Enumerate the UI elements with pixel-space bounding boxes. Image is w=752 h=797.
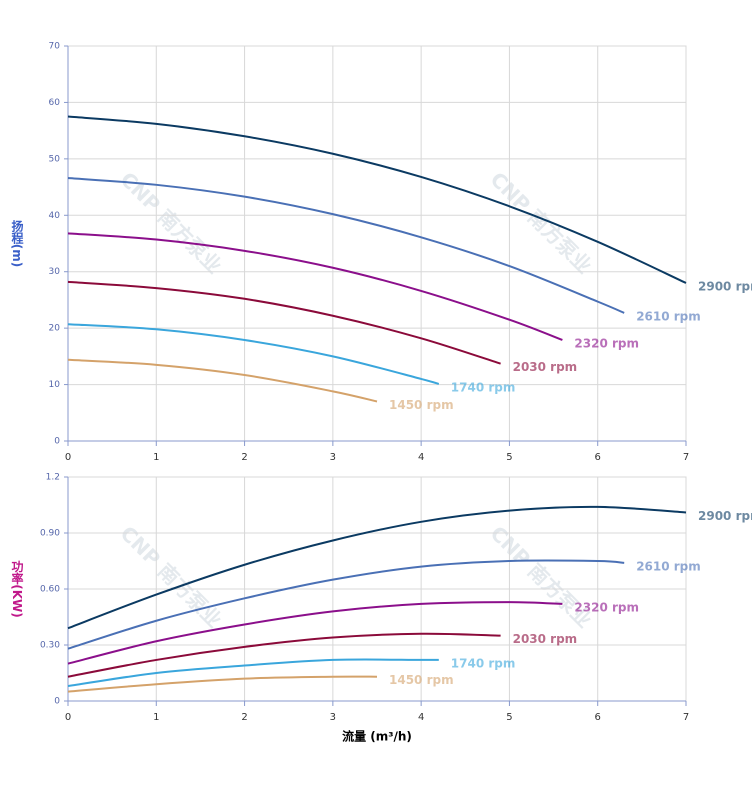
curve-label: 1450 rpm bbox=[389, 673, 454, 687]
x-tick-label: 2 bbox=[241, 712, 247, 723]
y-tick-label: 40 bbox=[49, 211, 61, 221]
x-tick-label: 1 bbox=[153, 452, 159, 463]
x-tick-label: 3 bbox=[330, 452, 336, 463]
x-tick-label: 0 bbox=[65, 452, 71, 463]
x-axis-label: 流量 (m³/h) bbox=[342, 729, 412, 744]
y-tick-label: 10 bbox=[49, 380, 61, 390]
curve bbox=[67, 232, 563, 341]
curve bbox=[67, 601, 563, 665]
x-tick-label: 1 bbox=[153, 712, 159, 723]
curve-label: 2610 rpm bbox=[636, 559, 701, 573]
curve-label: 2900 rpm bbox=[698, 509, 752, 523]
x-tick-label: 4 bbox=[418, 712, 424, 723]
curve-label: 2320 rpm bbox=[574, 600, 639, 614]
x-tick-label: 7 bbox=[683, 452, 689, 463]
x-tick-label: 5 bbox=[506, 452, 512, 463]
curve bbox=[67, 675, 378, 693]
plot-border bbox=[67, 45, 687, 442]
y-tick-label: 70 bbox=[49, 42, 61, 52]
y-axis-label: 扬程(m) bbox=[10, 218, 24, 267]
x-tick-label: 0 bbox=[65, 712, 71, 723]
watermark: CNP 南方泵业 bbox=[486, 521, 597, 632]
y-tick-label: 60 bbox=[49, 98, 61, 108]
x-tick-label: 7 bbox=[683, 712, 689, 723]
y-axis-label: 功率(KW) bbox=[10, 559, 24, 618]
curve bbox=[67, 358, 378, 403]
y-tick-label: 30 bbox=[49, 267, 61, 277]
curve-label: 2030 rpm bbox=[513, 632, 578, 646]
curve bbox=[67, 323, 440, 385]
curve-label: 2610 rpm bbox=[636, 309, 701, 323]
x-tick-label: 3 bbox=[330, 712, 336, 723]
curve-label: 1450 rpm bbox=[389, 398, 454, 412]
y-tick-label: 0.60 bbox=[40, 585, 60, 595]
curve bbox=[67, 280, 501, 365]
curve bbox=[67, 658, 439, 688]
curve-label: 2030 rpm bbox=[513, 360, 578, 374]
curve-label: 2320 rpm bbox=[574, 336, 639, 350]
curve bbox=[67, 115, 687, 284]
x-tick-label: 6 bbox=[595, 452, 601, 463]
x-tick-label: 4 bbox=[418, 452, 424, 463]
y-tick-label: 50 bbox=[49, 154, 61, 164]
y-tick-label: 1.2 bbox=[46, 473, 60, 483]
curve bbox=[67, 177, 625, 314]
curve bbox=[67, 505, 687, 630]
y-tick-label: 0 bbox=[54, 437, 60, 447]
curve bbox=[67, 559, 625, 650]
curve-label: 2900 rpm bbox=[698, 280, 752, 294]
watermark: CNP 南方泵业 bbox=[486, 167, 597, 278]
x-tick-label: 6 bbox=[595, 712, 601, 723]
x-tick-label: 2 bbox=[241, 452, 247, 463]
y-tick-label: 0 bbox=[54, 697, 60, 707]
y-tick-label: 20 bbox=[49, 324, 61, 334]
curve-label: 1740 rpm bbox=[451, 381, 516, 395]
watermark: CNP 南方泵业 bbox=[116, 167, 227, 278]
curve bbox=[67, 632, 501, 678]
x-tick-label: 5 bbox=[506, 712, 512, 723]
y-tick-label: 0.90 bbox=[40, 529, 60, 539]
y-tick-label: 0.30 bbox=[40, 641, 60, 651]
curve-label: 1740 rpm bbox=[451, 656, 516, 670]
